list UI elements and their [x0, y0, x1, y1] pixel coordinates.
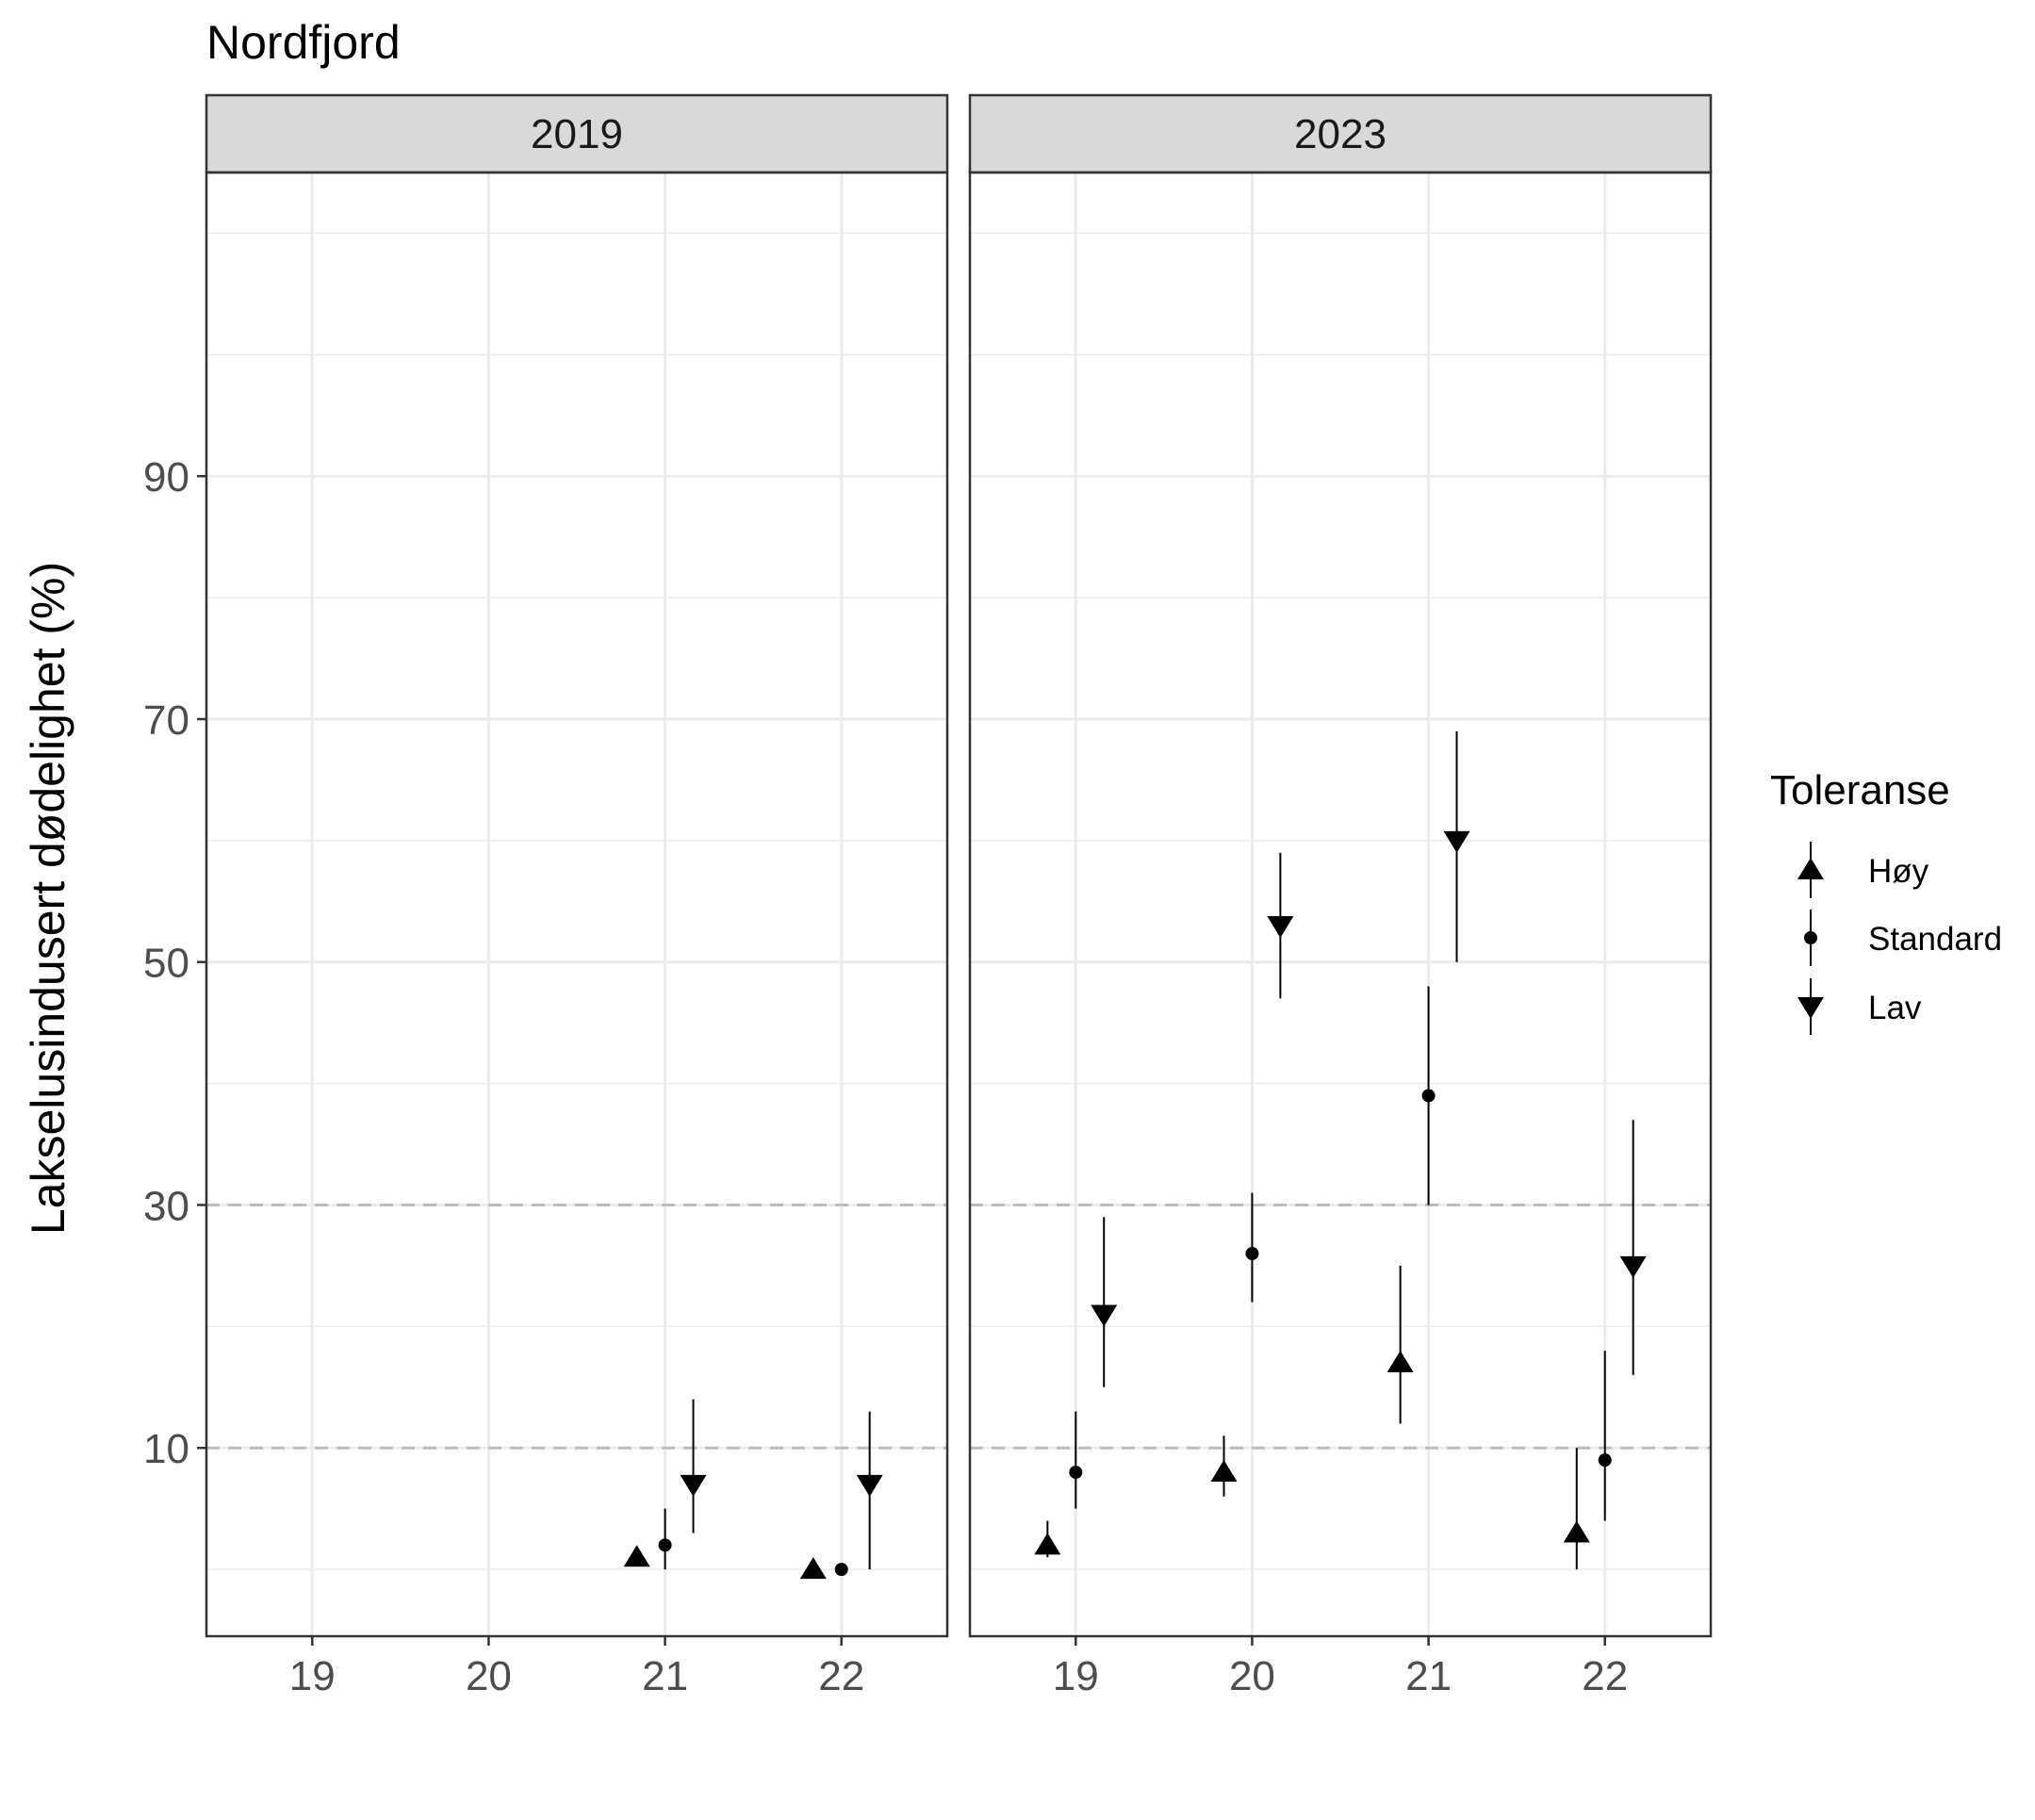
- data-point: [799, 1557, 827, 1580]
- legend-key-symbol: [1804, 931, 1817, 944]
- data-point: [1387, 1351, 1414, 1373]
- x-tick-label: 21: [1405, 1653, 1452, 1699]
- facet-strip-label: 2023: [1294, 111, 1387, 157]
- data-point: [680, 1474, 707, 1497]
- legend-title: Toleranse: [1770, 767, 1950, 813]
- y-tick-label: 50: [143, 941, 189, 987]
- data-point: [856, 1474, 883, 1497]
- legend-label: Lav: [1868, 990, 1922, 1026]
- data-point: [1091, 1304, 1118, 1327]
- data-point: [834, 1563, 848, 1577]
- x-tick-label: 22: [818, 1653, 864, 1699]
- panel-border: [205, 171, 949, 1638]
- facet-strip: [968, 93, 1713, 174]
- facet-strip: [205, 93, 949, 174]
- x-tick-label: 19: [289, 1653, 336, 1699]
- x-tick-label: 19: [1053, 1653, 1099, 1699]
- legend-item-Standard: Standard: [1804, 910, 2002, 966]
- legend-label: Høy: [1868, 853, 1929, 890]
- y-tick-label: 10: [143, 1426, 189, 1472]
- y-axis-title: Lakselusindusert dødelighet (%): [22, 562, 74, 1235]
- panel-2023: 2023 19 20 21 22: [968, 93, 1713, 1699]
- data-point: [1245, 1247, 1259, 1261]
- data-point: [1034, 1533, 1061, 1555]
- chart-title: Nordfjord: [206, 16, 401, 69]
- panel-border: [968, 171, 1713, 1638]
- data-point: [658, 1538, 672, 1552]
- y-tick-label: 70: [143, 697, 189, 744]
- y-tick-label: 90: [143, 454, 189, 500]
- panel-2019: 2019 19 20 21 22: [205, 93, 949, 1699]
- data-point: [623, 1545, 650, 1567]
- legend-label: Standard: [1868, 921, 2002, 958]
- data-point: [1563, 1520, 1590, 1543]
- data-point: [1619, 1255, 1647, 1278]
- legend-item-Lav: Lav: [1797, 978, 1922, 1035]
- y-tick-label: 30: [143, 1183, 189, 1229]
- legend: Toleranse Høy Standard Lav: [1770, 767, 2002, 1035]
- x-tick-label: 20: [1229, 1653, 1275, 1699]
- data-point: [1210, 1460, 1238, 1483]
- x-tick-label: 20: [466, 1653, 512, 1699]
- facet-strip-label: 2019: [531, 111, 623, 157]
- data-point: [1069, 1466, 1083, 1480]
- data-point: [1267, 916, 1294, 939]
- data-point: [1421, 1089, 1436, 1103]
- legend-key-symbol: [1797, 858, 1824, 879]
- x-tick-label: 22: [1582, 1653, 1628, 1699]
- x-tick-label: 21: [642, 1653, 688, 1699]
- data-point: [1598, 1453, 1612, 1467]
- legend-item-Høy: Høy: [1797, 842, 1929, 898]
- panel-background: [970, 172, 1711, 1636]
- legend-key-symbol: [1797, 997, 1824, 1019]
- panel-background: [206, 172, 947, 1636]
- data-point: [1443, 830, 1470, 853]
